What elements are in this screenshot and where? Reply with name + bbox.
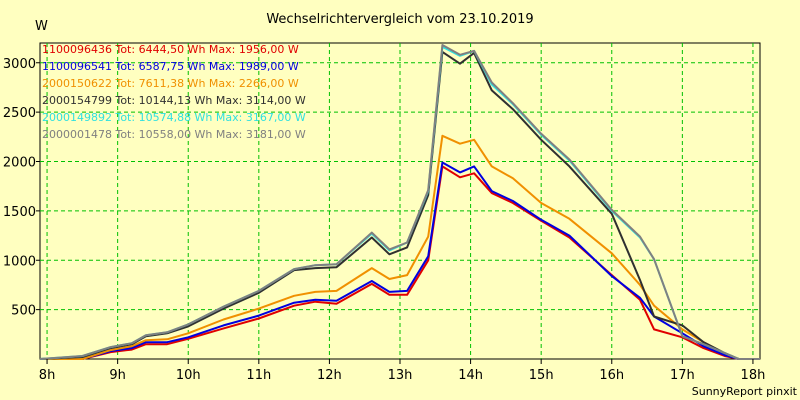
y-tick-label: 500 <box>11 304 36 319</box>
legend: 1100096436 Tot: 6444,50 Wh Max: 1956,00 … <box>42 43 306 141</box>
legend-entry-2000150622: 2000150622 Tot: 7611,38 Wh Max: 2266,00 … <box>42 77 299 90</box>
y-tick-label: 1500 <box>3 205 36 220</box>
series-layer <box>39 44 760 360</box>
legend-entry-2000154799: 2000154799 Tot: 10144,13 Wh Max: 3114,00… <box>42 94 306 107</box>
y-axis: 500 1000 1500 2000 2500 3000 <box>3 57 40 319</box>
footer-credit: SunnyReport pinxit <box>692 385 798 398</box>
x-axis: 8h 9h 10h 11h 12h 13h 14h 15h 16h 17h 18h <box>39 359 766 383</box>
y-axis-label: W <box>35 19 48 34</box>
x-tick-label: 15h <box>529 368 554 383</box>
legend-entry-1100096436: 1100096436 Tot: 6444,50 Wh Max: 1956,00 … <box>42 43 299 56</box>
legend-entry-2000149892: 2000149892 Tot: 10574,88 Wh Max: 3167,00… <box>42 111 306 124</box>
legend-entry-2000001478: 2000001478 Tot: 10558,00 Wh Max: 3181,00… <box>42 128 306 141</box>
series-line-2000150622 <box>40 134 760 360</box>
x-tick-label: 17h <box>670 368 695 383</box>
x-tick-label: 11h <box>246 368 271 383</box>
chart-title: Wechselrichtervergleich vom 23.10.2019 <box>266 12 533 27</box>
y-tick-label: 1000 <box>3 254 36 269</box>
x-tick-label: 13h <box>388 368 413 383</box>
x-tick-label: 18h <box>741 368 766 383</box>
legend-entry-1100096541: 1100096541 Tot: 6587,75 Wh Max: 1989,00 … <box>42 60 299 73</box>
x-tick-label: 8h <box>39 368 56 383</box>
series-line-1100096436 <box>40 165 760 360</box>
y-tick-label: 2500 <box>3 106 36 121</box>
x-tick-label: 14h <box>458 368 483 383</box>
series-line-2000001478 <box>39 44 760 360</box>
y-tick-label: 2000 <box>3 156 36 171</box>
x-tick-label: 9h <box>109 368 126 383</box>
y-tick-label: 3000 <box>3 57 36 72</box>
grid-lines <box>40 43 760 359</box>
x-tick-label: 10h <box>176 368 201 383</box>
x-tick-label: 16h <box>599 368 624 383</box>
x-tick-label: 12h <box>317 368 342 383</box>
